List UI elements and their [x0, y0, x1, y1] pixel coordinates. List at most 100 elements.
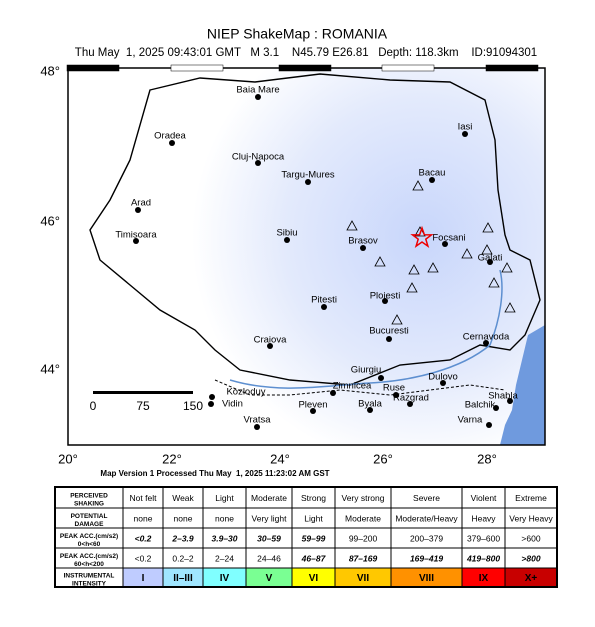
legend-cell-text: 419–800 [466, 553, 500, 563]
legend-cell-text: >600 [521, 533, 540, 543]
frame-tick [170, 64, 224, 72]
city-label: Galati [478, 253, 503, 264]
legend-cell-text: Violent [471, 493, 497, 503]
lat-label: 48° [40, 63, 60, 78]
lon-label: 20° [58, 451, 78, 466]
city-dot [487, 259, 493, 265]
station [501, 262, 513, 273]
city-dot [382, 298, 388, 304]
city-label: Craiova [254, 335, 287, 346]
black-sea [500, 325, 545, 445]
city-label: Oradea [154, 131, 186, 142]
city-dot [483, 340, 489, 346]
river-danube [229, 269, 503, 389]
city-label: Ploiesti [370, 291, 401, 302]
legend-cell-text: Not felt [130, 493, 158, 503]
city-dot [267, 343, 273, 349]
legend-cell-text: 0.2–2 [172, 553, 194, 563]
legend-cell-text: 200–379 [410, 533, 443, 543]
station [461, 248, 473, 259]
city-label: Varna [458, 415, 483, 426]
city-label: Ruse [383, 383, 405, 394]
city-label: Arad [131, 198, 151, 209]
city-dot [321, 304, 327, 310]
city-label: Razgrad [393, 393, 429, 404]
city-label: Kozloduy [226, 387, 265, 398]
legend-cell-text: none [174, 513, 193, 523]
legend-cell-text: Severe [413, 493, 440, 503]
city-dot [407, 401, 413, 407]
legend-cell-text: VII [357, 573, 369, 584]
city-label: Shabla [488, 391, 518, 402]
city-label: Focsani [432, 233, 465, 244]
city-dot [284, 237, 290, 243]
city-label: Sibiu [276, 228, 297, 239]
city-label: Balchik [465, 400, 496, 411]
lat-label: 44° [40, 361, 60, 376]
legend-cell-text: X+ [525, 573, 538, 584]
legend-cell-text: Strong [301, 493, 326, 503]
legend-cell-text: 59–99 [302, 533, 326, 543]
legend-cell-text: 24–46 [257, 553, 281, 563]
legend-cell-text: VI [309, 573, 319, 584]
frame-tick [278, 64, 332, 72]
legend-cell-text: Very Heavy [509, 513, 553, 523]
station [346, 220, 358, 231]
city-dot [255, 160, 261, 166]
legend-cell-text: <0.2 [135, 553, 152, 563]
scale-bar [93, 391, 193, 394]
legend-cell-text: Moderate [251, 493, 287, 503]
city-label: Iasi [458, 122, 473, 133]
legend-cell-text: 169–419 [410, 553, 443, 563]
lon-label: 28° [477, 451, 497, 466]
map-background [68, 68, 545, 445]
city-dot [209, 394, 215, 400]
legend-cell-text: Moderate/Heavy [395, 513, 458, 523]
legend-cell-text: <0.2 [135, 533, 152, 543]
frame-tick [485, 64, 539, 72]
city-dot [135, 207, 141, 213]
station [482, 222, 494, 233]
version: Map Version 1 Processed Thu May 1, 2025 … [100, 469, 329, 478]
city-dot [378, 375, 384, 381]
frame-tick [66, 64, 120, 72]
city-dot [255, 94, 261, 100]
city-dot [169, 140, 175, 146]
legend-cell-text: >800 [521, 553, 540, 563]
legend-cell-text: Heavy [471, 513, 496, 523]
legend-cell-text: Weak [172, 493, 194, 503]
scale-label: 0 [90, 399, 97, 413]
city-dot [462, 131, 468, 137]
city-label: Targu-Mures [281, 170, 335, 181]
city-dot [393, 392, 399, 398]
city-dot [440, 380, 446, 386]
legend-cell-text: 99–200 [349, 533, 378, 543]
station [408, 264, 420, 275]
legend-cell-text: none [215, 513, 234, 523]
station [427, 262, 439, 273]
station [412, 180, 424, 191]
city-dot [254, 424, 260, 430]
city-dot [386, 336, 392, 342]
city-label: Pleven [298, 400, 327, 411]
city-label: Bacau [419, 168, 446, 179]
city-dot [360, 245, 366, 251]
legend-cell-text: VIII [419, 573, 434, 584]
lon-label: 22° [162, 451, 182, 466]
city-dot [493, 405, 499, 411]
station [481, 244, 493, 255]
lon-label: 26° [373, 451, 393, 466]
city-dot [133, 238, 139, 244]
legend-border [54, 486, 558, 588]
city-label: Giurgiu [351, 365, 382, 376]
city-dot [486, 422, 492, 428]
city-label: Vidin [222, 399, 243, 410]
legend-cell-text: I [142, 573, 145, 584]
legend-table: PERCEIVED SHAKING Not felt Weak Light Moderat… [54, 486, 558, 588]
legend-cell-text: 3.9–30 [212, 533, 238, 543]
station [374, 256, 386, 267]
legend-cell-text: Light [215, 493, 234, 503]
legend-cell-text: Light [304, 513, 323, 523]
legend-row-header: PERCEIVED SHAKING [70, 492, 108, 507]
epicenter [410, 225, 434, 248]
